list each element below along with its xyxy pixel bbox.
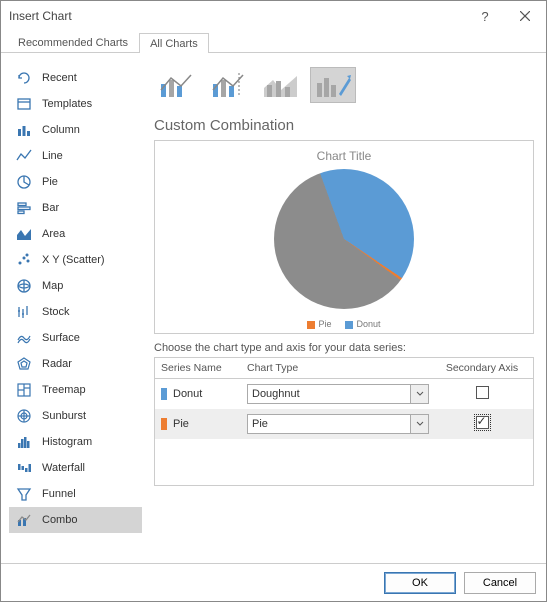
sidebar-item-area[interactable]: Area — [9, 221, 142, 247]
series-swatch — [161, 418, 167, 430]
tab-strip: Recommended Charts All Charts — [1, 31, 546, 53]
combo-subtype-row — [154, 63, 534, 115]
sidebar-item-label: Funnel — [42, 488, 76, 500]
sidebar-item-pie[interactable]: Pie — [9, 169, 142, 195]
legend-item-donut: Donut — [345, 319, 380, 329]
section-title: Custom Combination — [154, 117, 534, 134]
series-name: Pie — [173, 418, 189, 430]
waterfall-icon — [15, 459, 33, 477]
sidebar-item-label: Templates — [42, 98, 92, 110]
close-button[interactable] — [512, 4, 538, 28]
templates-icon — [15, 95, 33, 113]
series-row-pie: Pie Pie — [155, 409, 533, 439]
scatter-icon — [15, 251, 33, 269]
titlebar: Insert Chart ? — [1, 1, 546, 31]
secondary-axis-checkbox-pie[interactable] — [476, 416, 489, 429]
subtype-custom[interactable] — [310, 67, 356, 103]
sidebar-item-label: Line — [42, 150, 63, 162]
sidebar-item-label: Surface — [42, 332, 80, 344]
series-row-donut: Donut Doughnut — [155, 379, 533, 409]
window-controls: ? — [472, 4, 538, 28]
sidebar-item-map[interactable]: Map — [9, 273, 142, 299]
sidebar-item-bar[interactable]: Bar — [9, 195, 142, 221]
sidebar-item-label: Treemap — [42, 384, 86, 396]
window-title: Insert Chart — [9, 9, 472, 23]
sunburst-icon — [15, 407, 33, 425]
sidebar-item-combo[interactable]: Combo — [9, 507, 142, 533]
sidebar-item-label: Histogram — [42, 436, 92, 448]
sidebar-item-label: Column — [42, 124, 80, 136]
treemap-icon — [15, 381, 33, 399]
column-icon — [15, 121, 33, 139]
sidebar-item-templates[interactable]: Templates — [9, 91, 142, 117]
series-name: Donut — [173, 388, 202, 400]
sidebar-item-column[interactable]: Column — [9, 117, 142, 143]
dialog-footer: OK Cancel — [1, 563, 546, 601]
sidebar-item-histogram[interactable]: Histogram — [9, 429, 142, 455]
sidebar-item-treemap[interactable]: Treemap — [9, 377, 142, 403]
combo-icon — [15, 511, 33, 529]
sidebar-item-funnel[interactable]: Funnel — [9, 481, 142, 507]
chart-legend: Pie Donut — [307, 319, 380, 329]
legend-item-pie: Pie — [307, 319, 331, 329]
subtype-stacked-area[interactable] — [258, 67, 304, 103]
sidebar-item-radar[interactable]: Radar — [9, 351, 142, 377]
sidebar-item-label: Bar — [42, 202, 59, 214]
tab-recommended[interactable]: Recommended Charts — [7, 32, 139, 52]
tab-all-charts[interactable]: All Charts — [139, 33, 209, 53]
secondary-axis-checkbox-donut[interactable] — [476, 386, 489, 399]
histogram-icon — [15, 433, 33, 451]
sidebar-item-sunburst[interactable]: Sunburst — [9, 403, 142, 429]
choose-series-label: Choose the chart type and axis for your … — [154, 342, 534, 354]
sidebar-item-label: Area — [42, 228, 65, 240]
chevron-down-icon — [410, 385, 428, 403]
subtype-clustered-line-secondary[interactable] — [206, 67, 252, 103]
map-icon — [15, 277, 33, 295]
sidebar-item-label: Pie — [42, 176, 58, 188]
chart-type-select-donut[interactable]: Doughnut — [247, 384, 429, 404]
sidebar-item-waterfall[interactable]: Waterfall — [9, 455, 142, 481]
surface-icon — [15, 329, 33, 347]
sidebar-item-label: Recent — [42, 72, 77, 84]
chart-preview: Chart Title Pie Donut — [154, 140, 534, 334]
area-icon — [15, 225, 33, 243]
header-chart-type: Chart Type — [247, 362, 437, 374]
sidebar-item-label: Map — [42, 280, 63, 292]
stock-icon — [15, 303, 33, 321]
help-button[interactable]: ? — [472, 4, 498, 28]
sidebar-item-stock[interactable]: Stock — [9, 299, 142, 325]
sidebar-item-label: Radar — [42, 358, 72, 370]
chart-category-list: Recent Templates Column Line Pie Bar Are… — [1, 53, 146, 563]
sidebar-item-label: Combo — [42, 514, 77, 526]
subtype-clustered-line[interactable] — [154, 67, 200, 103]
recent-icon — [15, 69, 33, 87]
cancel-button[interactable]: Cancel — [464, 572, 536, 594]
funnel-icon — [15, 485, 33, 503]
sidebar-item-label: X Y (Scatter) — [42, 254, 105, 266]
chevron-down-icon — [410, 415, 428, 433]
main-area: Recent Templates Column Line Pie Bar Are… — [1, 53, 546, 563]
pie-icon — [15, 173, 33, 191]
bar-icon — [15, 199, 33, 217]
radar-icon — [15, 355, 33, 373]
line-icon — [15, 147, 33, 165]
chart-title: Chart Title — [317, 149, 372, 163]
sidebar-item-scatter[interactable]: X Y (Scatter) — [9, 247, 142, 273]
chart-type-select-pie[interactable]: Pie — [247, 414, 429, 434]
sidebar-item-label: Sunburst — [42, 410, 86, 422]
sidebar-item-recent[interactable]: Recent — [9, 65, 142, 91]
sidebar-item-line[interactable]: Line — [9, 143, 142, 169]
header-secondary-axis: Secondary Axis — [437, 362, 527, 374]
sidebar-item-label: Stock — [42, 306, 70, 318]
right-panel: Custom Combination Chart Title Pie Donut… — [146, 53, 546, 563]
sidebar-item-label: Waterfall — [42, 462, 85, 474]
ok-button[interactable]: OK — [384, 572, 456, 594]
series-table: Series Name Chart Type Secondary Axis Do… — [154, 357, 534, 486]
sidebar-item-surface[interactable]: Surface — [9, 325, 142, 351]
header-series-name: Series Name — [161, 362, 247, 374]
series-swatch — [161, 388, 167, 400]
series-table-header: Series Name Chart Type Secondary Axis — [155, 358, 533, 379]
pie-chart — [274, 169, 414, 309]
